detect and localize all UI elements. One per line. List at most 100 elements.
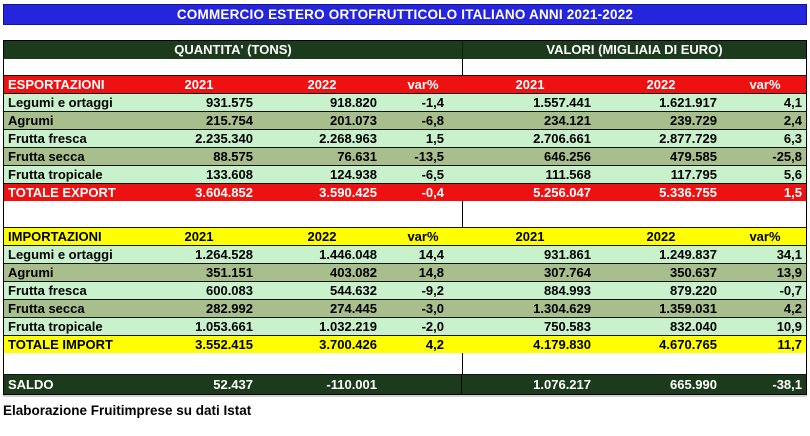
col-header-val-var: var% [749,77,781,92]
col-header-val-2022: 2022 [646,77,676,92]
table-row: Legumi e ortaggi 931.575 918.820 -1,4 1.… [4,93,806,111]
cell-qty-var: -6,8 [421,113,444,128]
group-header-row: QUANTITA' (TONS) VALORI (MIGLIAIA DI EUR… [4,41,806,59]
cell-qty-2022: 124.938 [330,167,377,182]
cell-val-2022: 479.585 [670,149,717,164]
section-label: IMPORTAZIONI [8,229,102,244]
table-row: Frutta fresca 2.235.340 2.268.963 1,5 2.… [4,129,806,147]
cell-val-var: 5,6 [783,167,802,182]
cell-val-2022: 665.990 [670,377,717,392]
cell-val-var: 10,9 [776,319,802,334]
cell-qty-2021: 133.608 [206,167,253,182]
cell-qty-2022: 403.082 [330,265,377,280]
cell-qty-2022: 3.590.425 [319,185,377,200]
source-note: Elaborazione Fruitimprese su dati Istat [3,403,252,418]
row-label: Agrumi [8,113,54,128]
cell-qty-2021: 3.604.852 [195,185,253,200]
cell-val-2021: 234.121 [544,113,591,128]
table-row: Frutta secca 88.575 76.631 -13,5 646.256… [4,147,806,165]
cell-qty-2022: 274.445 [330,301,377,316]
cell-val-2022: 4.670.765 [659,337,717,352]
cell-qty-2021: 1.053.661 [195,319,253,334]
section-divider [462,201,463,227]
table-row: Legumi e ortaggi 1.264.528 1.446.048 14,… [4,245,806,263]
row-label: Legumi e ortaggi [8,247,113,262]
cell-qty-2021: 88.575 [213,149,253,164]
cell-val-var: 13,9 [776,265,802,280]
saldo-row: SALDO 52.437 -110.001 1.076.217 665.990 … [4,374,806,394]
cell-qty-var: -13,5 [414,149,444,164]
table-row: Frutta tropicale 1.053.661 1.032.219 -2,… [4,317,806,335]
spacer-row [4,353,806,374]
cell-qty-2022: 76.631 [337,149,377,164]
cell-qty-var: -1,4 [421,95,444,110]
cell-qty-2021: 1.264.528 [195,247,253,262]
col-header-val-2021: 2021 [515,229,545,244]
cell-val-2022: 350.637 [670,265,717,280]
cell-val-2021: 307.764 [544,265,591,280]
cell-val-var: 2,4 [783,113,802,128]
cell-val-2022: 879.220 [670,283,717,298]
cell-val-2022: 832.040 [670,319,717,334]
cell-qty-var: 4,2 [425,337,444,352]
table-row: Frutta fresca 600.083 544.632 -9,2 884.9… [4,281,806,299]
row-label: Frutta fresca [8,131,87,146]
col-header-qty-2021: 2021 [184,77,214,92]
cell-qty-var: 1,5 [425,131,444,146]
cell-qty-var: 14,4 [418,247,444,262]
group-header-quantity: QUANTITA' (TONS) [4,41,463,59]
cell-qty-2021: 2.235.340 [195,131,253,146]
page-title: COMMERCIO ESTERO ORTOFRUTTICOLO ITALIANO… [3,4,807,25]
cell-qty-2021: 3.552.415 [195,337,253,352]
cell-val-2021: 646.256 [544,149,591,164]
cell-qty-2021: 52.437 [213,377,253,392]
col-header-qty-2022: 2022 [307,229,337,244]
cell-qty-var: -3,0 [421,301,444,316]
cell-qty-var: -6,5 [421,167,444,182]
cell-qty-2022: -110.001 [326,377,377,392]
spacer-row [4,59,806,75]
table-row: Frutta secca 282.992 274.445 -3,0 1.304.… [4,299,806,317]
col-header-qty-var: var% [407,229,439,244]
section-label: ESPORTAZIONI [8,77,105,92]
cell-val-2021: 750.583 [544,319,591,334]
cell-val-var: 6,3 [783,131,802,146]
cell-val-2022: 1.359.031 [659,301,717,316]
cell-val-var: 34,1 [776,247,802,262]
cell-val-2021: 1.557.441 [533,95,591,110]
cell-qty-2021: 931.575 [206,95,253,110]
row-label: Frutta tropicale [8,167,103,182]
row-label: Legumi e ortaggi [8,95,113,110]
cell-val-var: 11,7 [777,337,802,352]
col-header-qty-2022: 2022 [307,77,337,92]
cell-qty-2021: 351.151 [206,265,253,280]
cell-val-var: -25,8 [772,149,802,164]
cell-val-var: 4,2 [783,301,802,316]
row-label: Frutta secca [8,301,85,316]
cell-val-var: -0,7 [779,283,802,298]
cell-qty-var [384,375,462,394]
cell-val-2021: 5.256.047 [533,185,591,200]
col-header-val-2022: 2022 [646,229,676,244]
cell-val-2021: 1.076.217 [533,377,591,392]
cell-val-2022: 117.795 [670,167,717,182]
cell-val-2022: 5.336.755 [659,185,717,200]
cell-val-2021: 4.179.830 [533,337,591,352]
table-row: Agrumi 215.754 201.073 -6,8 234.121 239.… [4,111,806,129]
cell-val-2022: 1.249.837 [659,247,717,262]
cell-qty-var: 14,8 [418,265,444,280]
cell-val-2022: 239.729 [670,113,717,128]
export-total-row: TOTALE EXPORT 3.604.852 3.590.425 -0,4 5… [4,183,806,201]
section-divider [462,59,463,75]
cell-qty-2021: 215.754 [206,113,253,128]
cell-qty-2022: 544.632 [330,283,377,298]
col-header-qty-2021: 2021 [184,229,214,244]
cell-qty-var: -0,4 [421,185,444,200]
cell-qty-2022: 1.446.048 [319,247,377,262]
cell-val-var: 1,5 [783,185,802,200]
cell-val-2022: 1.621.917 [659,95,717,110]
import-total-row: TOTALE IMPORT 3.552.415 3.700.426 4,2 4.… [4,335,806,353]
cell-val-2021: 2.706.661 [533,131,591,146]
cell-val-2021: 1.304.629 [533,301,591,316]
cell-val-var: 4,1 [783,95,802,110]
